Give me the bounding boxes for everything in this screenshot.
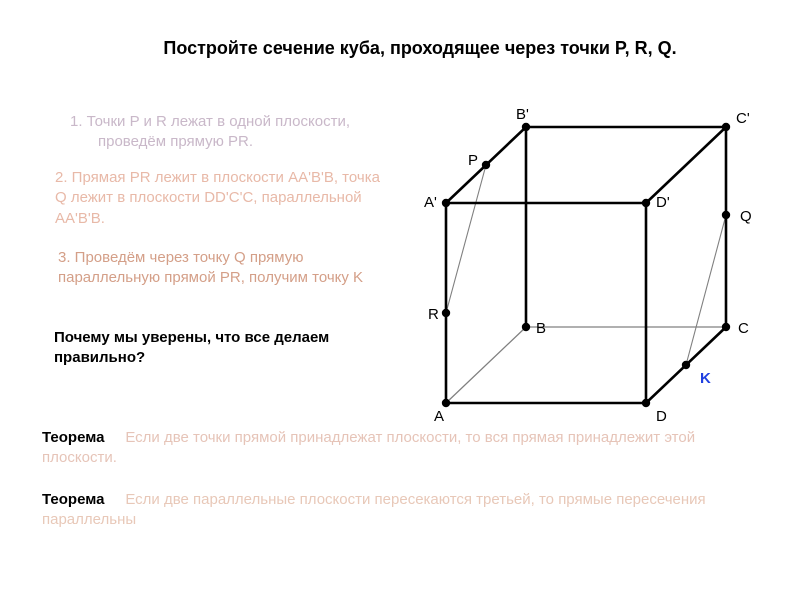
theorem-1-body: Если две точки прямой принадлежат плоско…	[42, 429, 695, 466]
svg-text:C': C'	[736, 110, 750, 127]
step-1-line-2: проведём прямую PR.	[98, 132, 253, 152]
page-title: Постройте сечение куба, проходящее через…	[100, 38, 740, 59]
svg-text:A': A'	[424, 194, 437, 211]
svg-text:B: B	[536, 320, 546, 337]
svg-text:K: K	[700, 370, 711, 387]
step-2: 2. Прямая PR лежит в плоскости АА'В'В, т…	[55, 168, 395, 229]
svg-text:D': D'	[656, 194, 670, 211]
svg-text:R: R	[428, 306, 439, 323]
svg-text:B': B'	[516, 106, 529, 123]
theorem-2-body: Если две параллельные плоскости пересека…	[42, 491, 706, 528]
svg-text:Q: Q	[740, 208, 752, 225]
theorem-1-row: Теорема Если две точки прямой принадлежа…	[42, 428, 770, 469]
svg-text:C: C	[738, 320, 749, 337]
svg-text:A: A	[434, 408, 444, 425]
question-text: Почему мы уверены, что все делаем правил…	[54, 328, 414, 367]
theorem-2-row: Теорема Если две параллельные плоскости …	[42, 490, 770, 531]
step-3: 3. Проведём через точку Q прямую паралле…	[58, 248, 398, 289]
theorem-1-label: Теорема	[42, 429, 104, 446]
theorem-2-label: Теорема	[42, 491, 104, 508]
svg-text:P: P	[468, 152, 478, 169]
step-1-line-1: 1. Точки P и R лежат в одной плоскости,	[70, 112, 350, 132]
svg-text:D: D	[656, 408, 667, 425]
cube-diagram: A B C D A' B' C' D' P R Q K	[408, 95, 768, 425]
